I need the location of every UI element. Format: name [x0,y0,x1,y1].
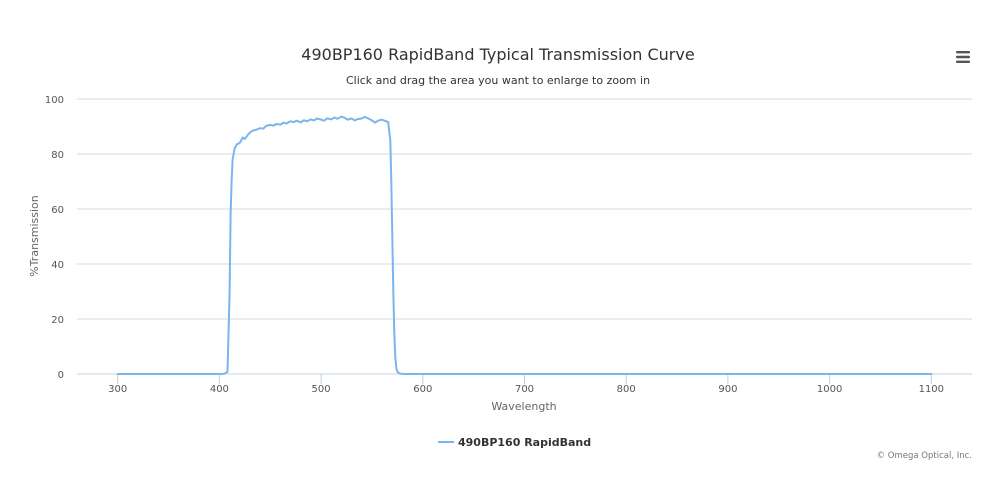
series-line-0[interactable] [116,115,933,375]
y-axis-title: %Transmission [28,195,41,277]
series-layer [116,115,933,375]
x-tick-label: 400 [210,384,229,395]
legend[interactable]: 490BP160 RapidBand [438,436,591,449]
y-tick-label: 20 [51,315,64,326]
x-tick-label: 1000 [817,384,842,395]
y-tick-label: 0 [58,370,64,381]
x-tick-label: 500 [312,384,331,395]
credit-text[interactable]: © Omega Optical, Inc. [877,451,972,461]
x-axis-title: Wavelength [491,400,556,413]
menu-button[interactable] [948,44,978,70]
x-tick-label: 800 [617,384,636,395]
y-tick-label: 80 [51,150,64,161]
hamburger-menu-icon [956,51,970,63]
chart-subtitle: Click and drag the area you want to enla… [346,74,650,87]
y-tick-label: 60 [51,205,64,216]
x-tick-label: 1100 [919,384,944,395]
legend-item-label[interactable]: 490BP160 RapidBand [458,436,591,449]
x-tick-label: 700 [515,384,534,395]
x-tick-label: 900 [718,384,737,395]
grid-lines [77,98,972,320]
chart-title: 490BP160 RapidBand Typical Transmission … [301,45,694,64]
y-tick-label: 40 [51,260,64,271]
y-tick-label: 100 [45,95,64,106]
x-tick-label: 600 [413,384,432,395]
x-tick-label: 300 [108,384,127,395]
y-axis-ticks: 0 20 40 60 80 100 [45,95,64,381]
x-axis: 300 400 500 600 700 800 900 1000 1100 [77,373,972,395]
